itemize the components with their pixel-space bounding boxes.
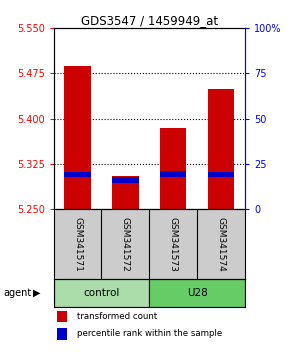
- Text: transformed count: transformed count: [77, 312, 157, 321]
- Bar: [208, 172, 234, 177]
- Text: GSM341571: GSM341571: [73, 217, 82, 272]
- Bar: [160, 128, 186, 209]
- Bar: [57, 311, 67, 322]
- Text: ▶: ▶: [33, 288, 41, 298]
- Bar: [54, 279, 149, 307]
- Text: GSM341573: GSM341573: [169, 217, 178, 272]
- Bar: [160, 171, 186, 177]
- Bar: [208, 88, 234, 209]
- Text: control: control: [83, 288, 120, 298]
- Title: GDS3547 / 1459949_at: GDS3547 / 1459949_at: [81, 14, 218, 27]
- Text: percentile rank within the sample: percentile rank within the sample: [77, 330, 222, 338]
- Bar: [112, 177, 139, 183]
- Bar: [64, 172, 91, 177]
- Bar: [57, 328, 67, 340]
- Bar: [112, 176, 139, 209]
- Text: agent: agent: [3, 288, 31, 298]
- Text: GSM341572: GSM341572: [121, 217, 130, 272]
- Text: U28: U28: [187, 288, 208, 298]
- Bar: [64, 65, 91, 209]
- Text: GSM341574: GSM341574: [217, 217, 226, 272]
- Bar: [149, 279, 245, 307]
